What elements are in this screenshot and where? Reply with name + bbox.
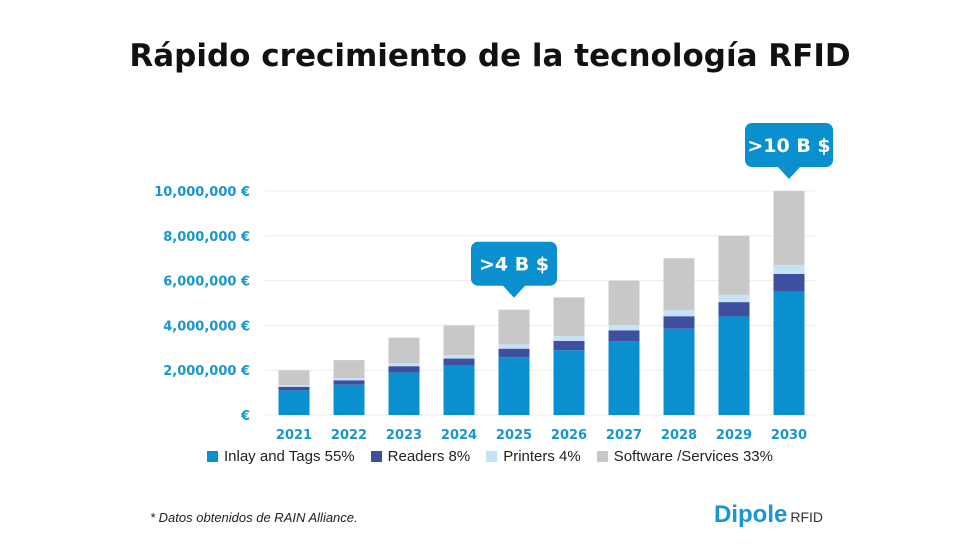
bar-2029-series-1 [718, 302, 750, 317]
callout-pointer [502, 284, 526, 298]
legend-label: Inlay and Tags 55% [224, 448, 355, 465]
legend: Inlay and Tags 55% Readers 8% Printers 4% S… [0, 448, 980, 465]
bar-2024-series-2 [443, 354, 475, 359]
bar-2025-series-1 [498, 348, 530, 358]
legend-item: Readers 8% [370, 448, 471, 465]
bar-2022-series-3 [333, 360, 365, 379]
bar-2025-series-3 [498, 309, 530, 345]
bar-2029-series-0 [718, 316, 750, 415]
legend-swatch [486, 451, 498, 462]
x-tick-label: 2026 [551, 428, 587, 443]
bar-2030-series-0 [773, 291, 805, 415]
logo-name: Dipole [714, 501, 788, 528]
y-tick-label: 10,000,000 € [154, 185, 250, 200]
legend-label: Printers 4% [503, 448, 581, 465]
bar-2025-series-2 [498, 344, 530, 349]
callout-pointer [777, 166, 801, 179]
bar-2023-series-3 [388, 337, 420, 364]
x-tick-label: 2023 [386, 428, 422, 443]
x-tick-label: 2025 [496, 428, 532, 443]
callout-box [745, 123, 833, 167]
x-tick-label: 2024 [441, 428, 477, 443]
x-tick-label: 2029 [716, 428, 752, 443]
logo-suffix: RFID [790, 509, 824, 525]
bar-2029-series-3 [718, 235, 750, 295]
bar-2021-series-1 [278, 386, 310, 391]
bar-2026-series-2 [553, 336, 585, 341]
legend-item: Printers 4% [486, 448, 581, 465]
bar-2023-series-0 [388, 372, 420, 415]
x-tick-label: 2030 [771, 428, 807, 443]
dipole-logo: Dipole RFID [714, 501, 823, 529]
bar-2025-series-0 [498, 357, 530, 415]
bar-2021-series-3 [278, 370, 310, 385]
legend-label: Readers 8% [387, 448, 471, 465]
callout-label: >4 B $ [479, 254, 549, 276]
bar-2026-series-0 [553, 350, 585, 415]
callout-label: >10 B $ [747, 135, 830, 157]
footnote: * Datos obtenidos de RAIN Alliance. [150, 510, 358, 525]
legend-item: Software /Services 33% [596, 448, 773, 465]
bar-2028-series-0 [663, 328, 695, 415]
bar-2022-series-2 [333, 378, 365, 381]
y-tick-label: 8,000,000 € [163, 230, 250, 245]
bar-2026-series-1 [553, 340, 585, 351]
bar-2026-series-3 [553, 297, 585, 337]
bar-2023-series-1 [388, 366, 420, 373]
bar-2029-series-2 [718, 294, 750, 303]
y-tick-label: 2,000,000 € [163, 364, 250, 379]
legend-item: Inlay and Tags 55% [207, 448, 355, 465]
legend-swatch [370, 451, 382, 462]
legend-label: Software /Services 33% [613, 448, 773, 465]
x-tick-label: 2021 [276, 428, 312, 443]
legend-swatch [596, 451, 608, 462]
y-tick-label: 4,000,000 € [163, 319, 250, 334]
callout-box [471, 241, 557, 286]
x-tick-label: 2022 [331, 428, 367, 443]
bar-2027-series-3 [608, 280, 640, 325]
bar-2023-series-2 [388, 363, 420, 367]
legend-swatch [207, 451, 218, 462]
y-tick-label: € [240, 409, 250, 424]
bar-2024-series-1 [443, 358, 475, 366]
bar-2030-series-3 [773, 191, 805, 265]
bar-2021-series-2 [278, 384, 310, 387]
stacked-bar-chart: €2,000,000 € 4,000,000 € 6,000,000 € 8,000,… [154, 123, 833, 443]
bar-2030-series-1 [773, 273, 805, 292]
chart-title: Rápido crecimiento de la tecnología RFID [129, 38, 851, 74]
bar-2030-series-2 [773, 264, 805, 274]
bar-2022-series-1 [333, 380, 365, 385]
bar-2027-series-0 [608, 341, 640, 415]
bar-2024-series-0 [443, 365, 475, 415]
x-tick-label: 2027 [606, 428, 642, 443]
bar-2028-series-1 [663, 316, 695, 329]
bar-2028-series-2 [663, 309, 695, 317]
bar-2021-series-0 [278, 390, 310, 415]
bar-2022-series-0 [333, 384, 365, 415]
bar-2024-series-3 [443, 325, 475, 355]
bar-2027-series-2 [608, 324, 640, 331]
x-tick-label: 2028 [661, 428, 697, 443]
bar-2027-series-1 [608, 330, 640, 342]
y-tick-label: 6,000,000 € [163, 275, 250, 290]
bar-2028-series-3 [663, 258, 695, 310]
